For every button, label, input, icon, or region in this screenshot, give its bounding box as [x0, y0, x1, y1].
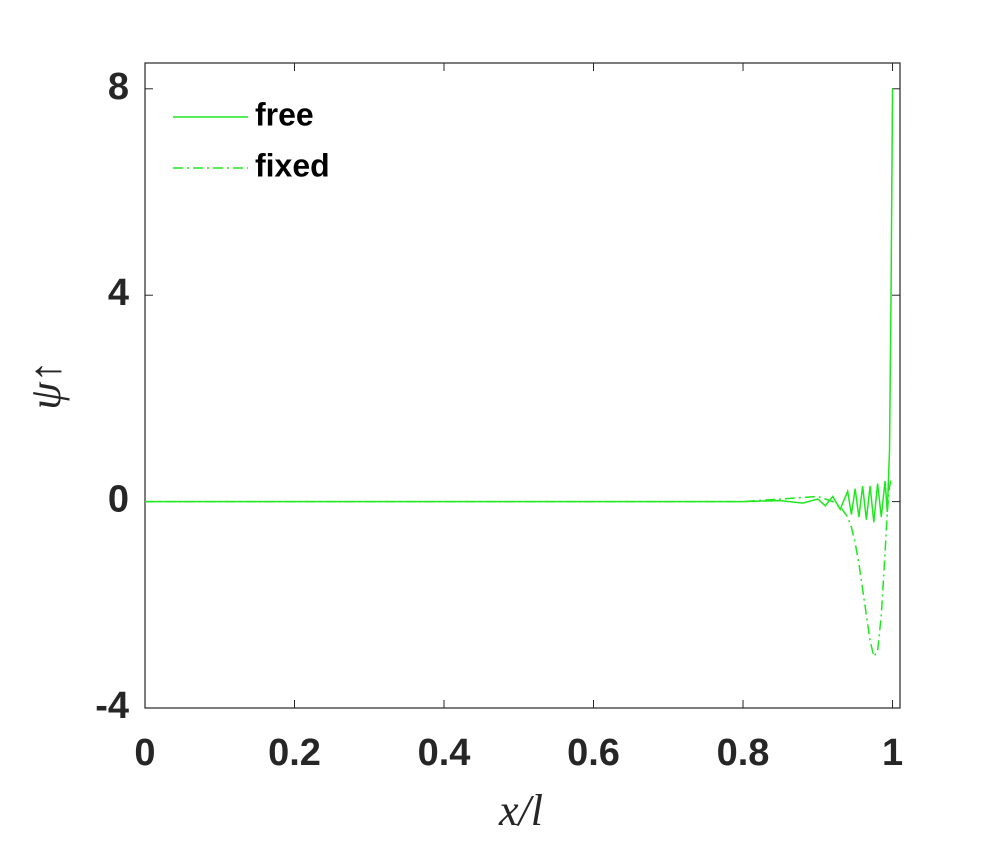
y-axis-label: ψ↑ — [21, 360, 70, 409]
x-axis-label: x/l — [498, 786, 543, 835]
x-tick-label: 0 — [134, 732, 155, 774]
y-tick-label: 0 — [108, 479, 129, 521]
plot-area — [144, 62, 901, 709]
x-tick-label: 0.4 — [418, 732, 471, 774]
legend-label: fixed — [255, 147, 330, 183]
legend-label: free — [255, 96, 314, 132]
y-tick-label: 8 — [108, 66, 129, 108]
x-tick-label: 0.8 — [717, 732, 770, 774]
x-tick-label: 0.2 — [268, 732, 321, 774]
x-tick-label: 0.6 — [567, 732, 620, 774]
y-tick-label: 4 — [108, 272, 129, 314]
line — [145, 480, 893, 659]
x-tick-label: 1 — [882, 732, 903, 774]
y-tick-label: -4 — [95, 685, 129, 727]
